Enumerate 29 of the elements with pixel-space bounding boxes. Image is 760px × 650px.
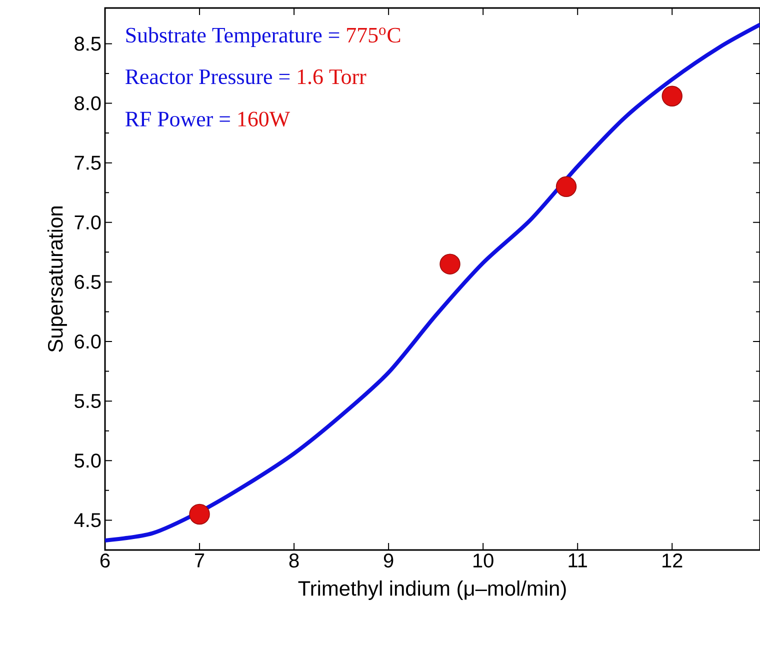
line-series [103,22,760,542]
x-tick-label: 12 [662,554,682,568]
x-tick-label: 11 [568,554,587,568]
annotation: 775$^{o}$C [347,28,400,43]
y-tick-label: 7.0 [74,215,101,230]
point [189,504,210,525]
y-tick-label: 5.0 [74,454,101,468]
annotation: Substrate Temperature = [126,27,340,48]
y-tick-label: 4.5 [74,513,101,528]
x-tick-label: 7 [195,554,204,568]
y-tick-label: 8.0 [74,96,101,110]
x-axis-title: Trimethyl indium (μ–mol/min) [298,580,566,600]
x-tick-label: 10 [474,554,494,568]
point [662,86,682,106]
y-tick-label: 5.5 [74,394,101,408]
point [556,176,577,198]
y-tick-label: 6.0 [74,334,101,349]
x-tick-label: 9 [384,554,394,568]
annotation: 160W [238,112,290,127]
y-tick-label: 6.5 [74,274,101,290]
x-tick-label: 8 [289,554,299,568]
annotation: 1.6 Torr [298,69,366,84]
x-tick-label: 6 [100,554,110,568]
point [440,254,460,274]
y-axis-title: Supersaturation [47,206,67,352]
y-tick-label: 8.5 [74,36,101,51]
annotation: RF Power = [125,112,230,126]
y-tick-label: 7.5 [74,156,101,170]
annotation: Reactor Pressure = [125,70,290,84]
